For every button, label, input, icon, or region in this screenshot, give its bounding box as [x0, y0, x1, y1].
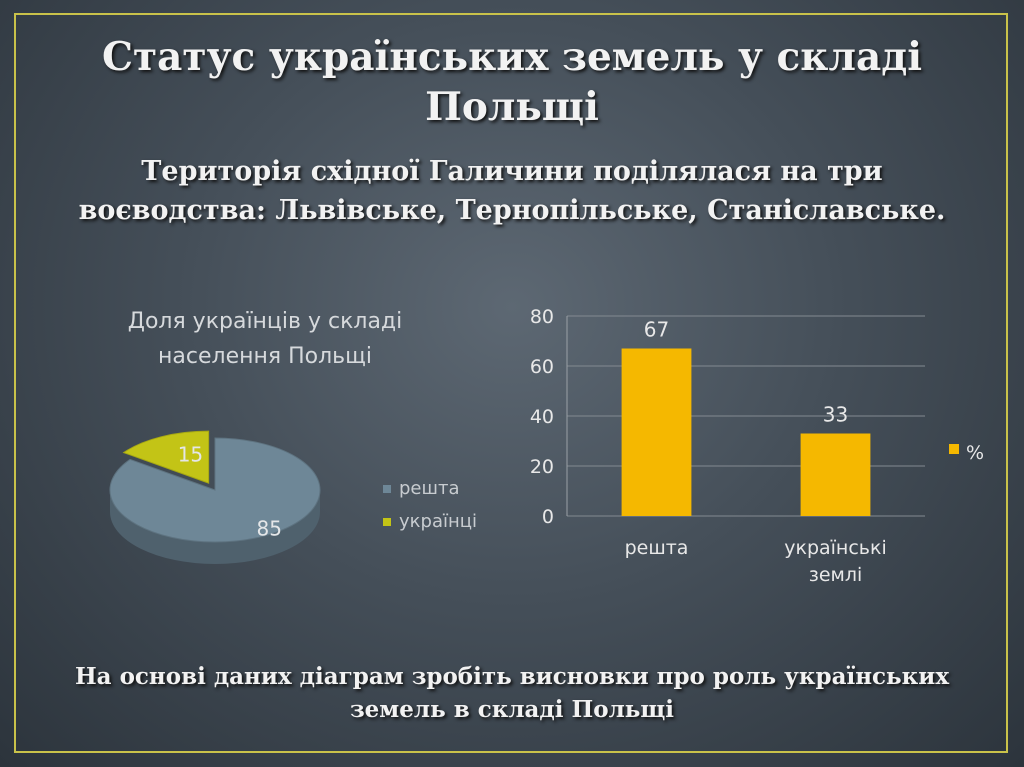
bar-category-label: решта — [625, 537, 689, 559]
bar-y-tick: 60 — [530, 356, 554, 378]
bar-y-tick: 0 — [542, 506, 554, 528]
bar-chart: 0 20 40 60 80 67 33 решта українські землі % — [530, 306, 984, 586]
slide-subtitle: Територія східної Галичини поділялася на… — [78, 156, 946, 226]
pie-value-label: 85 — [256, 516, 281, 540]
bar-українські землі — [800, 433, 871, 516]
pie-slice-решта — [109, 437, 321, 564]
pie-legend-swatch — [383, 518, 391, 526]
bar-y-tick: 80 — [530, 306, 554, 328]
bar-y-tick: 40 — [530, 406, 554, 428]
slide-footer: На основі даних діаграм зробіть висновки… — [74, 663, 950, 723]
bar-value-label: 33 — [823, 403, 848, 427]
bar-решта — [621, 348, 692, 516]
bar-value-label: 67 — [644, 318, 669, 342]
slide-title: Статус українських земель у складі Польщ… — [101, 34, 923, 130]
bar-legend-swatch — [949, 444, 959, 454]
pie-legend-label: українці — [399, 511, 477, 532]
pie-legend-label: решта — [399, 478, 460, 499]
bar-category-label: українські землі — [784, 537, 887, 586]
pie-chart: Доля українців у складі населення Польщі… — [109, 309, 477, 564]
pie-legend-swatch — [383, 485, 391, 493]
pie-title-line-2: населення Польщі — [158, 344, 372, 369]
pie-value-label: 15 — [178, 443, 203, 467]
pie-slice-українці — [122, 430, 210, 484]
bar-y-tick: 20 — [530, 456, 554, 478]
slide-frame — [14, 13, 1008, 753]
pie-title-line-1: Доля українців у складі — [128, 309, 403, 334]
bar-legend-label: % — [966, 442, 984, 464]
